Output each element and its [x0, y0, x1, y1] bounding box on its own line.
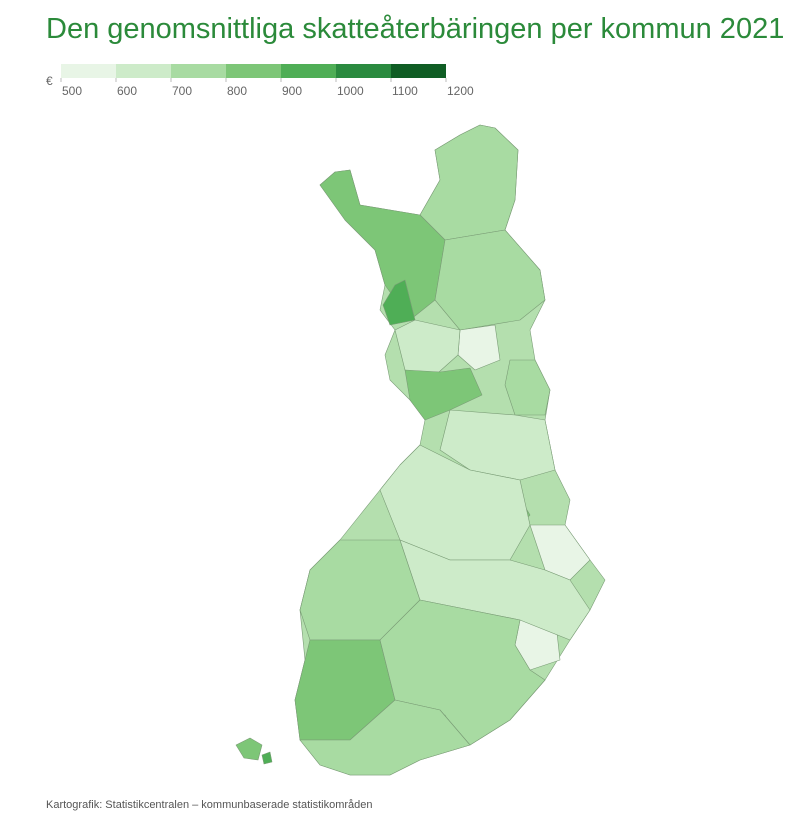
legend-swatch	[61, 64, 116, 78]
legend-tick-label: 1200	[447, 84, 474, 98]
legend-tick-label: 1000	[337, 84, 364, 98]
region	[319, 169, 446, 321]
region	[434, 229, 546, 331]
legend-swatch	[281, 64, 336, 78]
legend-tick-label: 1100	[392, 84, 418, 98]
region	[529, 524, 591, 581]
island	[235, 737, 263, 761]
legend-tick-label: 900	[282, 84, 302, 98]
island	[261, 751, 273, 765]
legend-unit: €	[46, 74, 53, 88]
footer: Kartografik: Statistikcentralen – kommun…	[46, 799, 373, 811]
region	[419, 124, 519, 241]
region	[404, 367, 483, 421]
legend-tick-label: 500	[62, 84, 82, 98]
region	[299, 699, 471, 776]
map-title: Den genomsnittliga skatteåterbäringen pe…	[46, 13, 784, 45]
legend: 500 600 700 800 900 1000 1100 1200	[60, 64, 474, 98]
legend-swatch	[116, 64, 171, 78]
legend-swatch	[171, 64, 226, 78]
legend-swatch	[226, 64, 281, 78]
region	[504, 359, 551, 416]
region	[382, 279, 416, 326]
region	[439, 409, 556, 481]
legend-tick-label: 600	[117, 84, 137, 98]
legend-tick-label: 700	[172, 84, 192, 98]
legend-swatch	[391, 64, 446, 78]
map	[235, 124, 606, 776]
legend-tick-label: 800	[227, 84, 247, 98]
legend-swatch	[336, 64, 391, 78]
